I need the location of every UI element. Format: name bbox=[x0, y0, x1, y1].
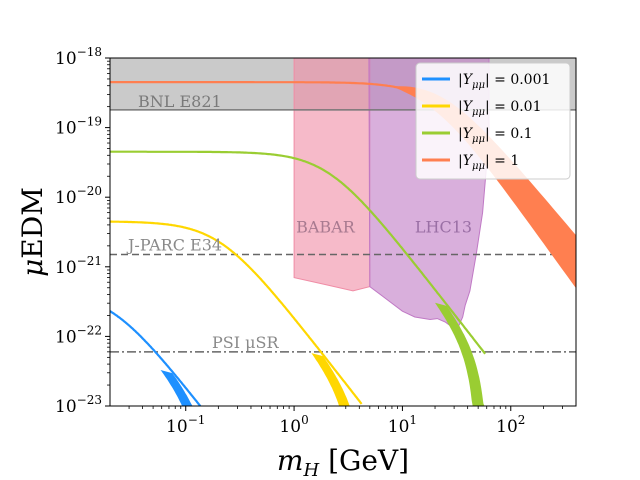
x-tick-label: 10−1 bbox=[166, 413, 205, 437]
psi-sr-label: PSI μSR bbox=[212, 333, 279, 352]
legend-box bbox=[415, 62, 571, 180]
y-tick-label: 10−23 bbox=[55, 393, 102, 417]
band-y-0-001 bbox=[160, 370, 213, 406]
y-tick-label: 10−18 bbox=[55, 45, 102, 69]
curve-y-0-01 bbox=[110, 220, 363, 405]
lhc13-label: LHC13 bbox=[415, 217, 472, 236]
legend-label: |Yμμ| = 0.001 bbox=[458, 72, 550, 91]
band-y-0-01 bbox=[311, 353, 364, 406]
bnl-e821-label: BNL E821 bbox=[138, 92, 222, 111]
series-y-0-001 bbox=[110, 310, 213, 406]
plot-frame bbox=[109, 57, 577, 407]
legend-label: |Yμμ| = 0.01 bbox=[458, 99, 542, 118]
series-y-0-01 bbox=[110, 220, 364, 406]
band-y-0-1 bbox=[435, 302, 488, 406]
curve-y-0-1 bbox=[110, 150, 486, 355]
x-tick-label: 101 bbox=[388, 413, 417, 437]
legend-label: |Yμμ| = 0.1 bbox=[458, 126, 533, 145]
x-tick-label: 100 bbox=[279, 413, 308, 437]
series-y-0-1 bbox=[110, 150, 488, 406]
y-tick-label: 10−21 bbox=[55, 254, 102, 278]
y-tick-label: 10−20 bbox=[55, 184, 102, 208]
babar-label: BABAR bbox=[296, 217, 356, 236]
y-axis-title: μEDM bbox=[16, 187, 49, 277]
x-axis-title: mH [GeV] bbox=[277, 444, 409, 480]
j-parc-e34-label: J-PARC E34 bbox=[126, 236, 222, 255]
curve-y-0-001 bbox=[110, 310, 202, 406]
x-tick-label: 102 bbox=[496, 413, 525, 437]
y-tick-label: 10−22 bbox=[55, 323, 102, 347]
legend-label: |Yμμ| = 1 bbox=[458, 153, 519, 172]
y-tick-label: 10−19 bbox=[55, 115, 102, 139]
